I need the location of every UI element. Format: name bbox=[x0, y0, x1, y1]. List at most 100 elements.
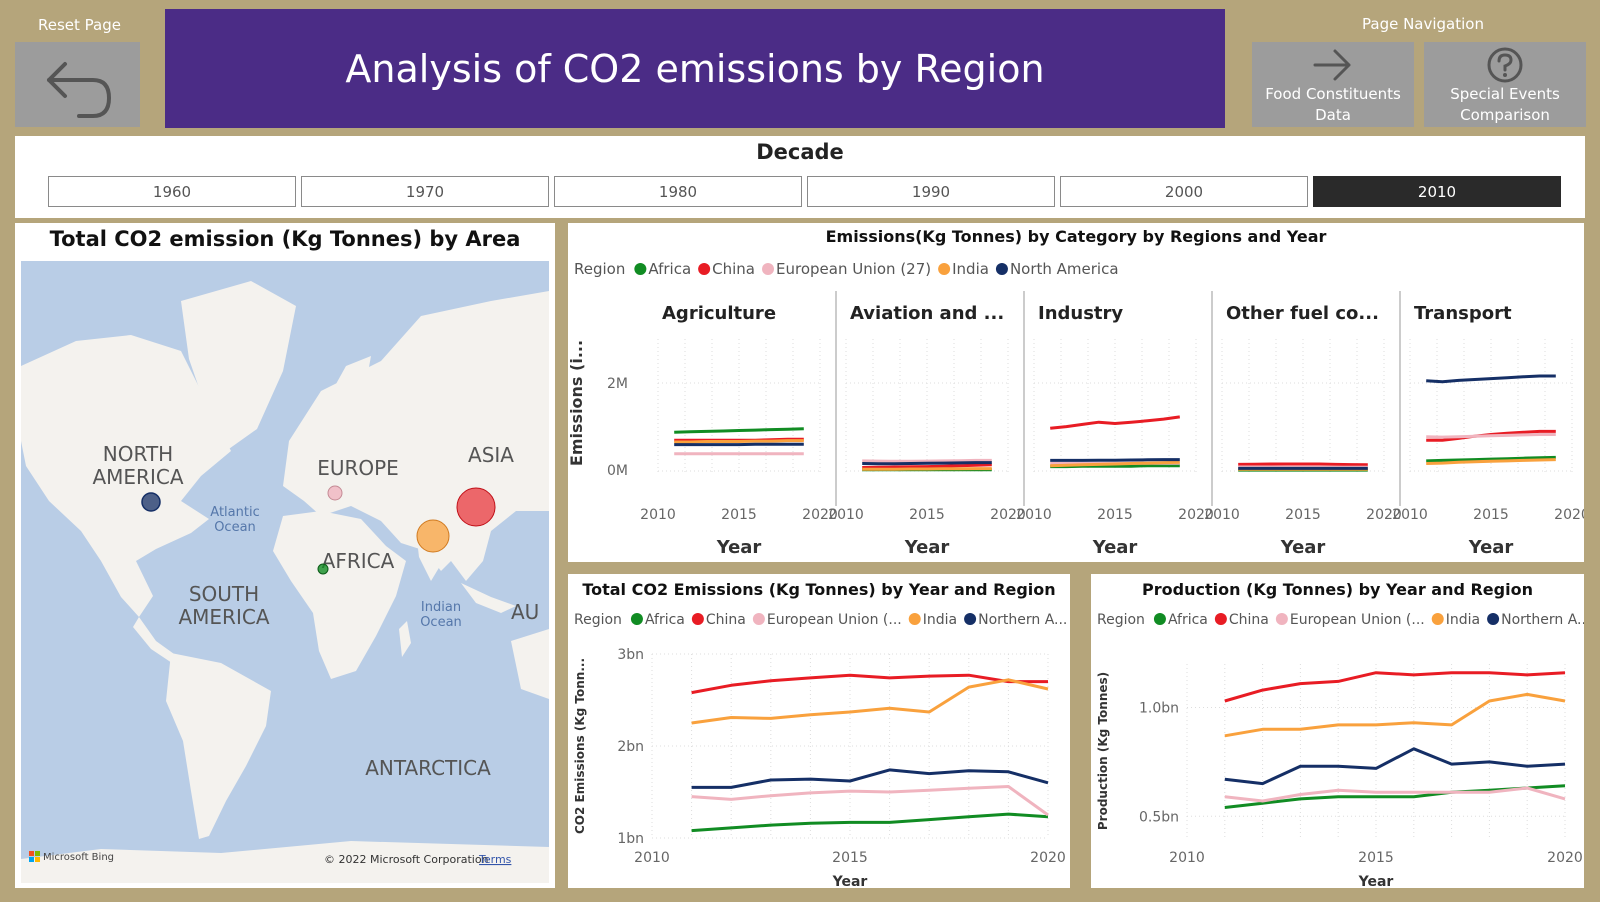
decade-2000[interactable]: 2000 bbox=[1060, 176, 1308, 207]
category-x-tick-2020: 2020 bbox=[1554, 507, 1584, 523]
total-line-africa[interactable] bbox=[691, 812, 1049, 833]
decade-1990[interactable]: 1990 bbox=[807, 176, 1055, 207]
category-aviation-and-line-china[interactable] bbox=[862, 463, 992, 469]
production-legend-africa[interactable]: Africa bbox=[1168, 612, 1208, 628]
help-icon bbox=[1487, 47, 1523, 83]
category-agriculture-line-africa[interactable] bbox=[674, 427, 804, 434]
category-legend-marker-north-america bbox=[995, 263, 1008, 275]
category-x-tick-2015: 2015 bbox=[909, 507, 945, 523]
total-x-tick-2010: 2010 bbox=[634, 850, 670, 866]
total-line-northern-a[interactable] bbox=[691, 768, 1049, 789]
total-legend-northern-a[interactable]: Northern A... bbox=[978, 612, 1067, 628]
production-legend-marker-northern-a bbox=[1487, 613, 1500, 625]
bubble-china[interactable] bbox=[456, 487, 496, 527]
map-label-indian-1: Indian bbox=[421, 600, 461, 615]
category-legend-marker-india bbox=[938, 263, 951, 275]
category-x-axis-title: Year bbox=[1092, 537, 1138, 558]
category-legend-china[interactable]: China bbox=[712, 260, 755, 278]
category-transport-line-india[interactable] bbox=[1426, 458, 1556, 465]
category-legend-india[interactable]: India bbox=[952, 260, 989, 278]
decade-1980[interactable]: 1980 bbox=[554, 176, 802, 207]
production-line-china[interactable] bbox=[1224, 671, 1566, 703]
category-other-fuel-co-line-china[interactable] bbox=[1238, 462, 1368, 467]
production-legend-china[interactable]: China bbox=[1229, 612, 1269, 628]
total-legend-title: Region bbox=[574, 612, 622, 628]
category-x-tick-2020: 2020 bbox=[802, 507, 838, 523]
category-x-tick-2015: 2015 bbox=[1285, 507, 1321, 523]
production-line-european-union[interactable] bbox=[1224, 786, 1566, 803]
map-label-south-america-1: SOUTH bbox=[189, 582, 259, 606]
map-label-antarctica: ANTARCTICA bbox=[365, 756, 491, 780]
production-legend-marker-european-union bbox=[1275, 613, 1288, 625]
total-legend-european-union[interactable]: European Union (... bbox=[767, 612, 902, 628]
category-agriculture-line-india[interactable] bbox=[674, 439, 804, 444]
total-line-european-union[interactable] bbox=[691, 785, 1049, 817]
bubble-europe[interactable] bbox=[327, 485, 343, 501]
category-panel-title-agriculture: Agriculture bbox=[662, 303, 776, 324]
category-x-axis-title: Year bbox=[904, 537, 950, 558]
category-transport-line-north-america[interactable] bbox=[1426, 374, 1556, 384]
production-line-northern-a[interactable] bbox=[1224, 747, 1566, 786]
category-legend-north-america[interactable]: North America bbox=[1010, 260, 1119, 278]
production-legend-marker-china bbox=[1214, 613, 1227, 625]
map-label-indian-2: Ocean bbox=[420, 615, 462, 630]
total-legend-marker-northern-a bbox=[964, 613, 977, 625]
category-industry-line-north-america[interactable] bbox=[1050, 458, 1180, 462]
production-legend-marker-india bbox=[1431, 613, 1444, 625]
category-legend-marker-european-union-27 bbox=[762, 263, 774, 275]
category-aviation-and-line-north-america[interactable] bbox=[862, 461, 992, 466]
map-terms-link[interactable]: Terms bbox=[478, 853, 512, 866]
production-legend-northern-a[interactable]: Northern A... bbox=[1501, 612, 1584, 628]
special-events-label: Special Events Comparison bbox=[1450, 85, 1560, 124]
map-label-asia: ASIA bbox=[468, 443, 514, 467]
production-chart-panel: Production (Kg Tonnes) by Year and Regio… bbox=[1091, 574, 1584, 888]
bubble-north-america[interactable] bbox=[141, 492, 161, 512]
category-legend-marker-africa bbox=[634, 263, 647, 275]
production-legend-india[interactable]: India bbox=[1446, 612, 1480, 628]
production-chart-title: Production (Kg Tonnes) by Year and Regio… bbox=[1142, 580, 1533, 599]
food-constituents-nav-button[interactable]: Food Constituents Data bbox=[1252, 42, 1414, 127]
total-line-china[interactable] bbox=[691, 673, 1048, 695]
category-x-tick-2010: 2010 bbox=[828, 507, 864, 523]
production-chart[interactable]: Region Africa China European Union (... Indi… bbox=[1091, 574, 1584, 888]
total-emissions-chart[interactable]: Region Africa China European Union (... Indi… bbox=[568, 574, 1070, 888]
production-y-tick-1-0bn: 1.0bn bbox=[1139, 701, 1179, 717]
category-x-axis-title: Year bbox=[1468, 537, 1514, 558]
map-visual: Total CO2 emission (Kg Tonnes) by Area N… bbox=[15, 223, 555, 888]
category-transport-line-africa[interactable] bbox=[1426, 455, 1556, 463]
total-legend-india[interactable]: India bbox=[923, 612, 957, 628]
total-line-india[interactable] bbox=[691, 678, 1049, 725]
category-industry-line-china[interactable] bbox=[1050, 415, 1181, 430]
reset-page-label: Reset Page bbox=[38, 16, 121, 34]
special-events-nav-button[interactable]: Special Events Comparison bbox=[1424, 42, 1586, 127]
bubble-africa[interactable] bbox=[317, 563, 329, 575]
world-map[interactable]: NORTH AMERICA EUROPE ASIA AFRICA SOUTH A… bbox=[21, 261, 549, 883]
category-legend-european-union-27[interactable]: European Union (27) bbox=[776, 260, 931, 278]
category-x-tick-2010: 2010 bbox=[640, 507, 676, 523]
category-aviation-and-line-european-union-27[interactable] bbox=[862, 458, 992, 463]
total-legend-africa[interactable]: Africa bbox=[645, 612, 685, 628]
decade-1970[interactable]: 1970 bbox=[301, 176, 549, 207]
total-y-tick-1bn: 1bn bbox=[617, 831, 644, 847]
category-industry-line-india[interactable] bbox=[1050, 460, 1180, 468]
category-transport-line-european-union-27[interactable] bbox=[1426, 433, 1556, 439]
food-constituents-label: Food Constituents Data bbox=[1265, 85, 1401, 124]
decade-2010[interactable]: 2010 bbox=[1313, 176, 1561, 207]
production-y-axis-title: Production (Kg Tonnes) bbox=[1096, 672, 1110, 830]
total-legend-marker-india bbox=[908, 613, 921, 625]
category-aviation-and-line-india[interactable] bbox=[862, 467, 992, 471]
decade-slicer: Decade 1960 1970 1980 1990 2000 2010 bbox=[15, 136, 1585, 218]
bubble-india[interactable] bbox=[416, 519, 450, 553]
bing-attribution: Microsoft Bing bbox=[43, 852, 114, 863]
production-x-tick-2010: 2010 bbox=[1169, 850, 1205, 866]
map-label-australia: AU bbox=[511, 600, 539, 624]
reset-page-button[interactable] bbox=[15, 42, 140, 127]
decade-1960[interactable]: 1960 bbox=[48, 176, 296, 207]
map-label-atlantic-1: Atlantic bbox=[210, 505, 259, 520]
category-chart[interactable]: Region Africa China European Union (27) Indi… bbox=[568, 223, 1584, 562]
category-legend-africa[interactable]: Africa bbox=[648, 260, 691, 278]
production-legend-european-union[interactable]: European Union (... bbox=[1290, 612, 1425, 628]
total-legend-china[interactable]: China bbox=[706, 612, 746, 628]
production-line-india[interactable] bbox=[1224, 692, 1566, 738]
category-x-tick-2020: 2020 bbox=[1366, 507, 1402, 523]
